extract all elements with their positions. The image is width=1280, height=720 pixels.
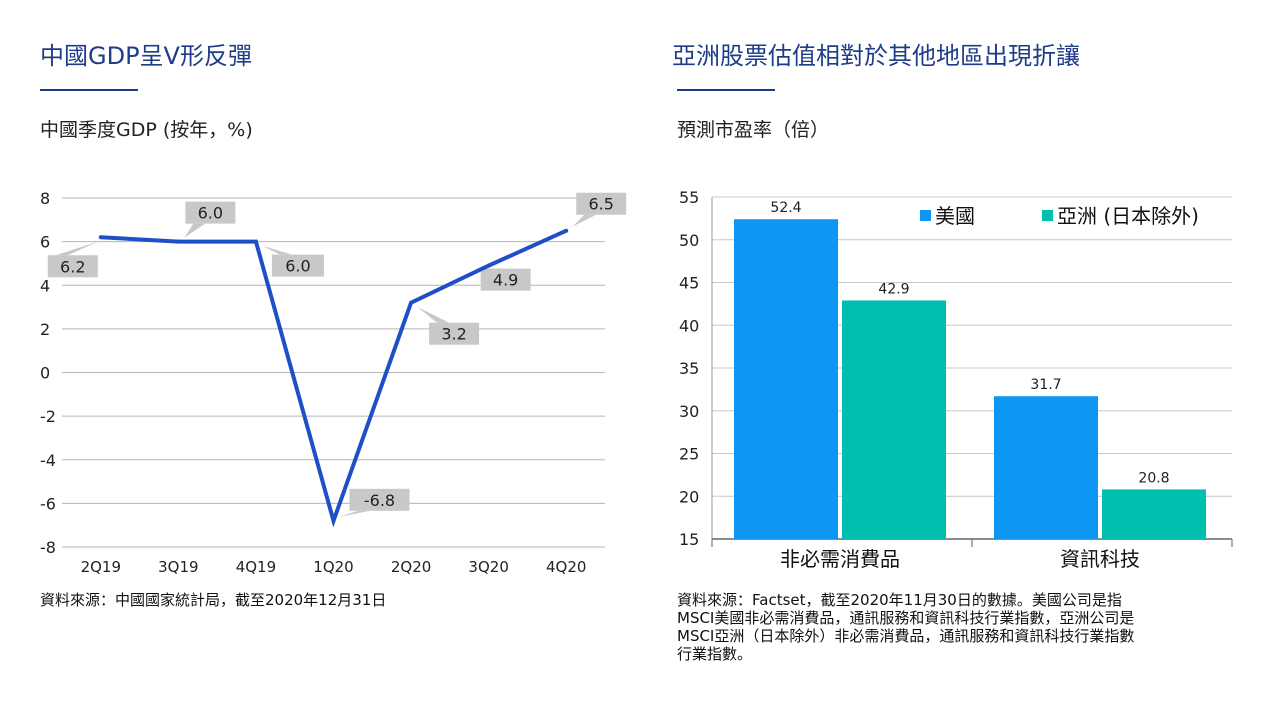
callout-box [576, 192, 627, 215]
data-label-callout: -6.8 [339, 488, 410, 517]
data-label-callout: 3.2 [417, 306, 480, 345]
data-point [98, 235, 103, 240]
x-tick-label: 2Q19 [81, 558, 121, 576]
right-source-line-3: MSCI亞洲（日本除外）非必需消費品，通訊服務和資訊科技行業指數 [677, 627, 1135, 645]
x-tick-label: 1Q20 [313, 558, 353, 576]
callout-box [349, 488, 410, 511]
y-tick-label: -6 [40, 494, 56, 513]
y-tick-label: 15 [679, 530, 699, 549]
y-tick-label: 35 [679, 359, 699, 378]
right-source-line-4: 行業指數。 [677, 645, 753, 663]
data-label: 4.9 [493, 271, 518, 290]
right-title-underline [677, 89, 775, 91]
legend-label: 亞洲 (日本除外) [1057, 204, 1199, 228]
callout-pointer [184, 223, 206, 238]
bar [842, 300, 946, 539]
callout-pointer [339, 510, 370, 517]
data-point [486, 263, 491, 268]
legend-swatch [1042, 210, 1053, 221]
data-label-callout: 6.0 [261, 245, 324, 277]
x-tick-label: 4Q20 [546, 558, 586, 576]
bar [734, 219, 838, 540]
callout-box [480, 268, 531, 291]
callout-box [47, 255, 98, 278]
y-tick-label: 55 [679, 188, 699, 207]
callout-pointer [261, 245, 292, 255]
bar-value-label: 42.9 [878, 281, 909, 297]
y-tick-label: 50 [679, 231, 699, 250]
callout-pointer [417, 306, 450, 323]
legend-swatch [920, 210, 931, 221]
right-chart-subtitle: 預測市盈率（倍） [677, 119, 830, 141]
bar [994, 396, 1098, 539]
data-point [331, 518, 336, 523]
x-tick-label: 3Q20 [468, 558, 508, 576]
x-tick-label: 3Q19 [158, 558, 198, 576]
data-label-callout: 6.2 [47, 241, 99, 278]
y-tick-label: 30 [679, 402, 699, 421]
bar-value-label: 31.7 [1030, 377, 1061, 393]
x-category-label: 資訊科技 [1060, 547, 1140, 571]
y-tick-label: -4 [40, 451, 56, 470]
left-source-note: 資料來源：中國國家統計局，截至2020年12月31日 [40, 591, 387, 609]
callout-box [429, 322, 480, 345]
y-tick-label: 40 [679, 316, 699, 335]
y-tick-label: 2 [40, 320, 50, 339]
data-label-callout: 6.5 [572, 192, 627, 227]
legend: 美國 亞洲 (日本除外) [920, 204, 1199, 228]
data-label: 6.5 [588, 195, 613, 214]
y-tick-label: 45 [679, 274, 699, 293]
right-source-line-1: 資料來源：Factset，截至2020年11月30日的數據。美國公司是指 [677, 591, 1122, 609]
data-label-callout: 6.0 [184, 201, 236, 238]
left-chart-title: 中國GDP呈V形反彈 [40, 42, 252, 70]
callout-box [185, 201, 236, 224]
x-tick-label: 4Q19 [236, 558, 276, 576]
y-tick-label: -8 [40, 538, 56, 557]
x-tick-label: 2Q20 [391, 558, 431, 576]
y-tick-label: 6 [40, 233, 50, 252]
pe-bar-chart: 55 50 45 40 35 30 25 20 15 52.4 42.9 非必需消費品 31.7 20.8… [679, 188, 1233, 571]
y-tick-label: -2 [40, 407, 56, 426]
data-label: -6.8 [364, 491, 395, 510]
y-tick-label: 4 [40, 276, 50, 295]
callout-box [271, 254, 324, 277]
data-point [176, 239, 181, 244]
callout-pointer [55, 241, 99, 256]
bar-value-label: 52.4 [770, 200, 801, 216]
data-point [564, 228, 569, 233]
data-label: 6.0 [285, 257, 310, 276]
left-chart-subtitle: 中國季度GDP (按年，%) [40, 119, 253, 141]
data-label: 6.0 [198, 204, 223, 223]
data-label-callout: 4.9 [480, 268, 531, 291]
data-point [409, 300, 414, 305]
y-tick-label: 20 [679, 487, 699, 506]
right-source-line-2: MSCI美國非必需消費品，通訊服務和資訊科技行業指數，亞洲公司是 [677, 609, 1135, 627]
legend-label: 美國 [935, 204, 975, 228]
bar-value-label: 20.8 [1138, 470, 1169, 486]
gdp-line-chart: 8 6 4 2 0 -2 -4 -6 -8 2Q19 3Q19 4Q19 1Q20 2Q20 3Q20 4Q2… [40, 189, 627, 576]
x-category-label: 非必需消費品 [780, 547, 900, 571]
right-source-note: 資料來源：Factset，截至2020年11月30日的數據。美國公司是指 MSC… [677, 591, 1257, 663]
data-point [253, 239, 258, 244]
right-chart-title: 亞洲股票估值相對於其他地區出現折讓 [672, 42, 1080, 70]
bar [1102, 489, 1206, 539]
left-title-underline [40, 89, 138, 91]
callout-pointer [572, 214, 597, 227]
y-tick-label: 25 [679, 445, 699, 464]
y-tick-label: 0 [40, 364, 50, 383]
y-tick-label: 8 [40, 189, 50, 208]
data-label: 6.2 [60, 257, 85, 276]
data-label: 3.2 [441, 325, 466, 344]
